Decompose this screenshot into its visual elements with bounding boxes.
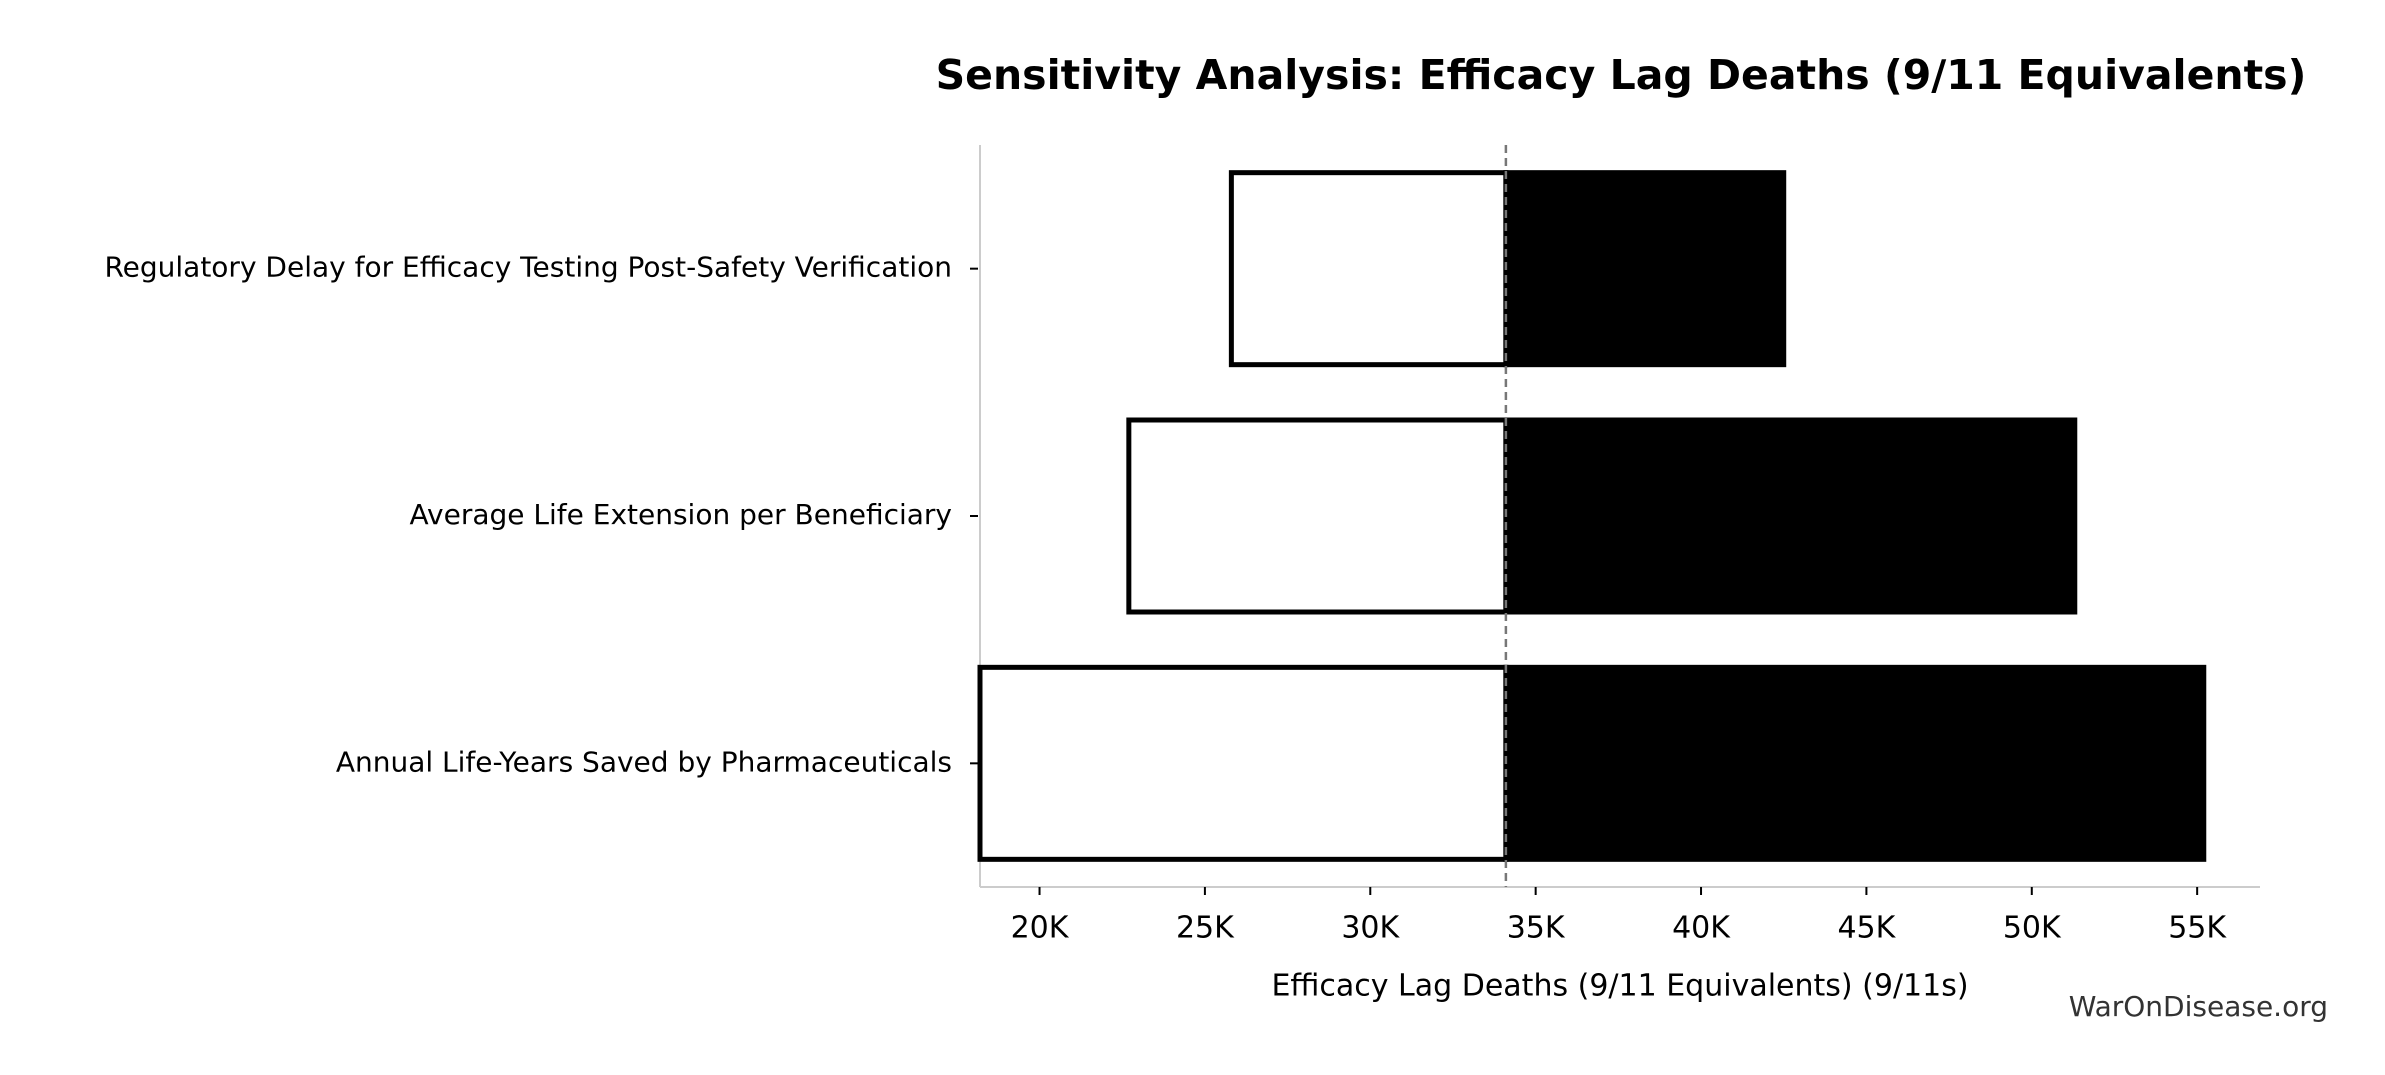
x-tick-label: 55K (2168, 911, 2227, 946)
chart-title: Sensitivity Analysis: Efficacy Lag Death… (936, 51, 2307, 99)
x-axis-label: Efficacy Lag Deaths (9/11 Equivalents) (… (1271, 969, 1968, 1004)
bar (977, 664, 1509, 862)
y-tick-label: Average Life Extension per Beneficiary (410, 498, 952, 531)
x-tick-label: 45K (1837, 911, 1896, 946)
bar (1126, 417, 1509, 615)
y-tick-label: Regulatory Delay for Efficacy Testing Po… (104, 251, 952, 284)
y-tick-label: Annual Life-Years Saved by Pharmaceutica… (336, 745, 952, 778)
bar (1503, 664, 2207, 862)
x-tick-label: 50K (2003, 911, 2062, 946)
x-tick-label: 30K (1341, 911, 1400, 946)
watermark: WarOnDisease.org (2069, 990, 2328, 1023)
bar (1503, 417, 2078, 615)
x-tick-label: 40K (1672, 911, 1731, 946)
x-tick-label: 35K (1507, 911, 1566, 946)
x-tick-label: 25K (1176, 911, 1235, 946)
bar (1503, 170, 1787, 368)
bar (1228, 170, 1509, 368)
x-tick-label: 20K (1011, 911, 1070, 946)
